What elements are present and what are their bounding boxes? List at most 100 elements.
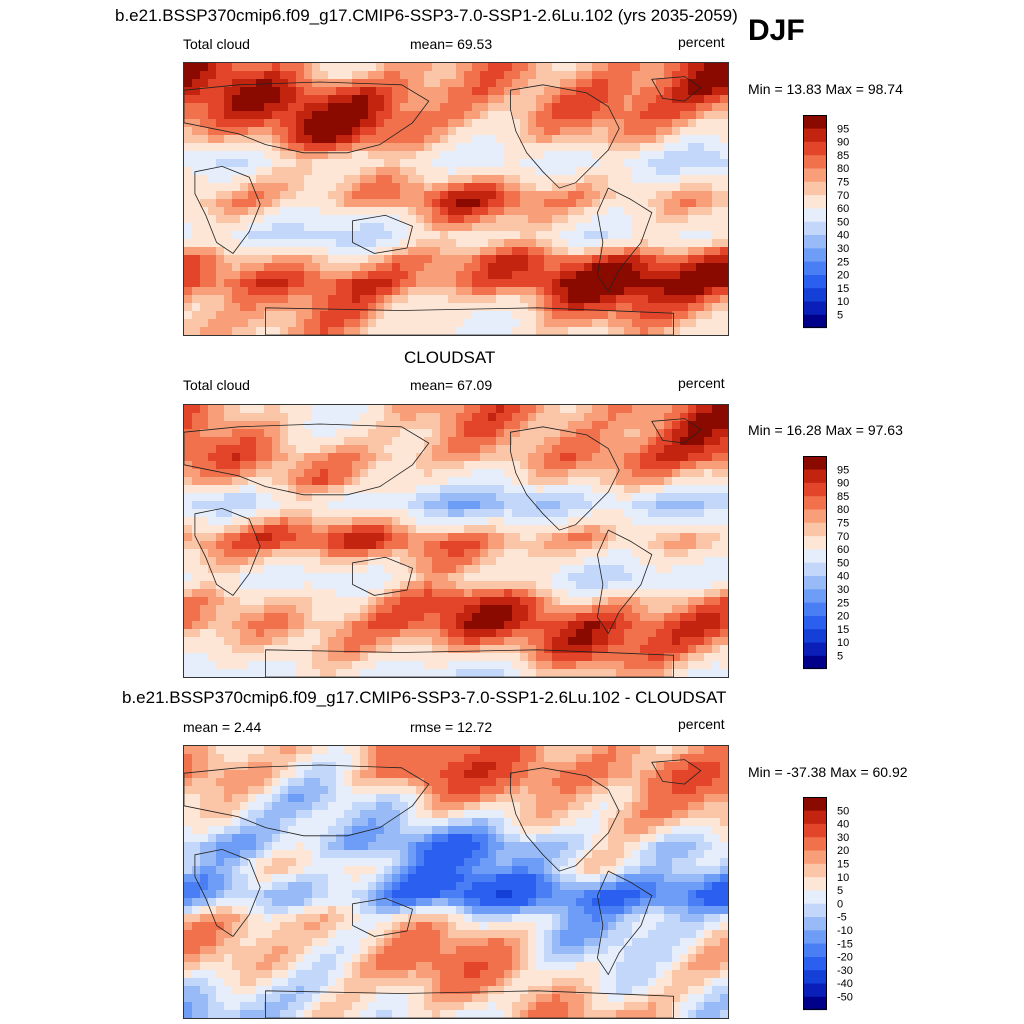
map-cell (248, 605, 257, 614)
colorbar-tick-label: 95 (837, 123, 849, 135)
map-cell (696, 421, 705, 430)
map-cell (296, 581, 305, 590)
map-cell (288, 461, 297, 470)
map-cell (456, 239, 465, 248)
map-cell (592, 319, 601, 328)
map-cell (480, 629, 489, 638)
map-cell (328, 477, 337, 486)
map-cell (632, 597, 641, 606)
map-cell (232, 549, 241, 558)
map-cell (256, 517, 265, 526)
map-cell (552, 405, 561, 414)
map-cell (376, 637, 385, 646)
map-cell (712, 413, 721, 422)
map-cell (528, 589, 537, 598)
map-cell (408, 762, 417, 771)
map-cell (672, 159, 681, 168)
map-cell (472, 143, 481, 152)
map-cell (392, 525, 401, 534)
colorbar-tick-label: 25 (837, 256, 849, 268)
map-cell (272, 271, 281, 280)
map-cell (432, 303, 441, 312)
map-cell (192, 263, 201, 272)
map-cell (608, 79, 617, 88)
map-cell (304, 191, 313, 200)
map-cell (528, 493, 537, 502)
map-cell (544, 103, 553, 112)
map-cell (448, 746, 457, 755)
map-cell (232, 501, 241, 510)
map-cell (520, 247, 529, 256)
map-cell (640, 151, 649, 160)
coastline-6 (265, 307, 675, 335)
map-cell (592, 413, 601, 422)
map-cell (512, 637, 521, 646)
map-cell (256, 87, 265, 96)
map-cell (552, 573, 561, 582)
map-cell (424, 413, 433, 422)
map-cell (496, 231, 505, 240)
map-cell (352, 303, 361, 312)
map-cell (248, 405, 257, 414)
map-cell (704, 231, 713, 240)
colorbar-swatch (803, 456, 827, 470)
map-cell (544, 127, 553, 136)
map-cell (528, 637, 537, 646)
map-cell (496, 437, 505, 446)
map-cell (648, 461, 657, 470)
map-cell (248, 637, 257, 646)
map-cell (520, 413, 529, 422)
map-cell (328, 63, 337, 72)
map-cell (256, 63, 265, 72)
map-cell (336, 63, 345, 72)
map-cell (544, 661, 553, 670)
map-cell (416, 453, 425, 462)
map-cell (384, 295, 393, 304)
map-cell (640, 453, 649, 462)
colorbar-tick-label: 95 (837, 464, 849, 476)
map-cell (192, 565, 201, 574)
map-cell (400, 87, 409, 96)
map-cell (384, 405, 393, 414)
map-cell (336, 87, 345, 96)
map-cell (640, 143, 649, 152)
map-cell (336, 223, 345, 232)
map-cell (480, 589, 489, 598)
map-cell (592, 327, 601, 335)
map-cell (224, 605, 233, 614)
map-cell (312, 653, 321, 662)
map-cell (352, 509, 361, 518)
map-cell (208, 629, 217, 638)
map-cell (200, 239, 209, 248)
map-cell (528, 429, 537, 438)
map-cell (544, 525, 553, 534)
map-cell (216, 661, 225, 670)
map-cell (336, 421, 345, 430)
map-cell (544, 493, 553, 502)
map-cell (312, 477, 321, 486)
map-cell (352, 661, 361, 670)
map-cell (680, 581, 689, 590)
map-cell (456, 573, 465, 582)
map-cell (656, 231, 665, 240)
map-cell (592, 661, 601, 670)
map-cell (440, 263, 449, 272)
map-cell (304, 421, 313, 430)
map-cell (240, 215, 249, 224)
map-cell (632, 215, 641, 224)
map-cell (336, 127, 345, 136)
map-cell (432, 525, 441, 534)
map-cell (608, 754, 617, 763)
map-cell (208, 247, 217, 256)
map-cell (360, 295, 369, 304)
map-cell (480, 295, 489, 304)
colorbar-swatch (803, 181, 827, 196)
map-cell (344, 71, 353, 80)
map-cell (312, 501, 321, 510)
map-cell (272, 517, 281, 526)
map-cell (272, 429, 281, 438)
map-cell (640, 95, 649, 104)
map-cell (688, 621, 697, 630)
map-cell (472, 303, 481, 312)
map-cell (600, 87, 609, 96)
